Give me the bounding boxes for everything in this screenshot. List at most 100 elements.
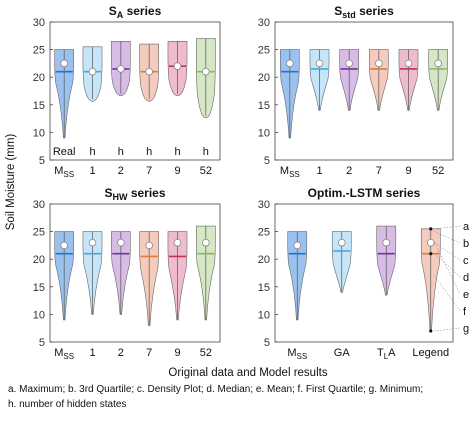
legend-letter: b xyxy=(463,238,469,250)
category-inner-label: h xyxy=(89,146,95,158)
axes-frame xyxy=(49,21,221,161)
category-inner-label: h xyxy=(118,146,124,158)
violin-1 xyxy=(287,231,308,321)
violin-2 xyxy=(82,46,103,102)
mean-marker xyxy=(173,238,182,247)
mean-marker xyxy=(145,67,153,76)
x-axis-label: Original data and Model results xyxy=(168,367,327,379)
y-axis-label: Soil Moisture (mm) xyxy=(5,134,17,231)
mean-marker xyxy=(88,67,97,76)
legend-point xyxy=(429,329,433,333)
y-tick-label: 15 xyxy=(258,100,270,112)
x-tick-label: TLA xyxy=(377,347,396,361)
footnote-line-2: h. number of hidden states xyxy=(8,399,127,410)
y-tick-label: 10 xyxy=(258,309,270,321)
violin-6 xyxy=(195,38,216,119)
y-tick-label: 25 xyxy=(258,227,270,239)
x-tick-label: 1 xyxy=(316,165,322,177)
legend-leader xyxy=(434,242,461,295)
legend-leader xyxy=(434,225,461,230)
mean-marker xyxy=(60,59,68,68)
x-tick-label: 9 xyxy=(174,165,180,177)
legend-letter: g xyxy=(463,323,469,335)
axes-frame xyxy=(274,21,454,161)
y-tick-label: 10 xyxy=(33,309,45,321)
legend-letter: d xyxy=(463,272,469,284)
mean-marker xyxy=(404,59,413,68)
y-tick-label: 5 xyxy=(264,337,270,349)
legend-letter: f xyxy=(463,306,467,318)
legend-leader xyxy=(434,327,461,332)
x-tick-label: 52 xyxy=(432,165,444,177)
legend-point xyxy=(429,252,433,256)
y-tick-label: 30 xyxy=(258,199,270,211)
y-tick-label: 5 xyxy=(264,155,270,167)
mean-marker xyxy=(60,241,68,250)
violin-4 xyxy=(139,231,160,326)
y-tick-label: 30 xyxy=(33,17,45,29)
violin-5 xyxy=(398,49,419,111)
x-tick-label: MSS xyxy=(287,347,307,361)
x-tick-label: 2 xyxy=(346,165,352,177)
mean-marker xyxy=(173,62,182,70)
violin-3 xyxy=(110,41,131,97)
legend-letter: c xyxy=(463,255,469,267)
y-tick-label: 10 xyxy=(258,127,270,139)
x-tick-label: 7 xyxy=(146,347,152,359)
violin-6 xyxy=(195,225,216,321)
x-tick-label: 2 xyxy=(118,347,124,359)
panel-title: SHW series xyxy=(104,186,165,202)
violin-3 xyxy=(376,225,397,296)
mean-marker xyxy=(337,238,346,247)
y-tick-label: 20 xyxy=(33,254,45,266)
y-tick-label: 25 xyxy=(258,45,270,57)
mean-marker xyxy=(315,59,324,68)
x-tick-label: 9 xyxy=(174,347,180,359)
y-tick-label: 20 xyxy=(33,72,45,84)
mean-marker xyxy=(88,238,97,247)
mean-marker xyxy=(382,238,391,247)
axes-frame xyxy=(49,203,221,343)
x-tick-label: 9 xyxy=(405,165,411,177)
mean-marker xyxy=(293,241,302,250)
category-inner-label: h xyxy=(174,146,180,158)
mean-marker xyxy=(202,67,210,76)
mean-marker xyxy=(145,241,153,250)
violin-5 xyxy=(167,41,188,97)
panel-title: Optim.-LSTM series xyxy=(308,186,421,200)
x-tick-label: MSS xyxy=(54,347,74,361)
x-tick-label: 1 xyxy=(89,347,95,359)
y-tick-label: 15 xyxy=(33,282,45,294)
x-tick-label: 52 xyxy=(200,165,212,177)
y-tick-label: 25 xyxy=(33,45,45,57)
violin-panel-3: 5 10 15 20 25 30 SHW series MSS 1 2 7 9 52 xyxy=(33,186,221,361)
x-tick-label: MSS xyxy=(54,165,74,179)
x-tick-label: MSS xyxy=(280,165,300,179)
category-inner-label: h xyxy=(146,146,152,158)
violin-2 xyxy=(331,231,352,293)
violin-2 xyxy=(309,49,330,111)
y-tick-label: 15 xyxy=(33,100,45,112)
y-tick-label: 20 xyxy=(258,254,270,266)
mean-marker xyxy=(345,59,353,68)
category-inner-label: Real xyxy=(53,146,76,158)
y-tick-label: 30 xyxy=(258,17,270,29)
y-tick-label: 10 xyxy=(33,127,45,139)
legend-letter: e xyxy=(463,289,469,301)
y-tick-label: 5 xyxy=(39,337,45,349)
violin-4 xyxy=(139,43,160,102)
legend-leader xyxy=(434,275,461,312)
panel-title: Sstd series xyxy=(334,4,394,20)
violin-5 xyxy=(167,231,188,321)
panel-title: SA series xyxy=(109,4,162,20)
axes-frame xyxy=(274,203,454,343)
violin-panel-1: 5 10 15 20 25 30 SA series MSS Real 1 h 2 h 7 h 9 h 52 h xyxy=(33,4,221,179)
x-tick-label: 2 xyxy=(118,165,124,177)
violin-1 xyxy=(54,231,75,321)
x-tick-label: 1 xyxy=(89,165,95,177)
mean-marker xyxy=(117,238,125,247)
y-tick-label: 15 xyxy=(258,282,270,294)
violin-panel-2: 5 10 15 20 25 30 Sstd series MSS 1 2 7 9 52 xyxy=(258,4,454,179)
y-tick-label: 25 xyxy=(33,227,45,239)
mean-marker xyxy=(202,238,210,247)
